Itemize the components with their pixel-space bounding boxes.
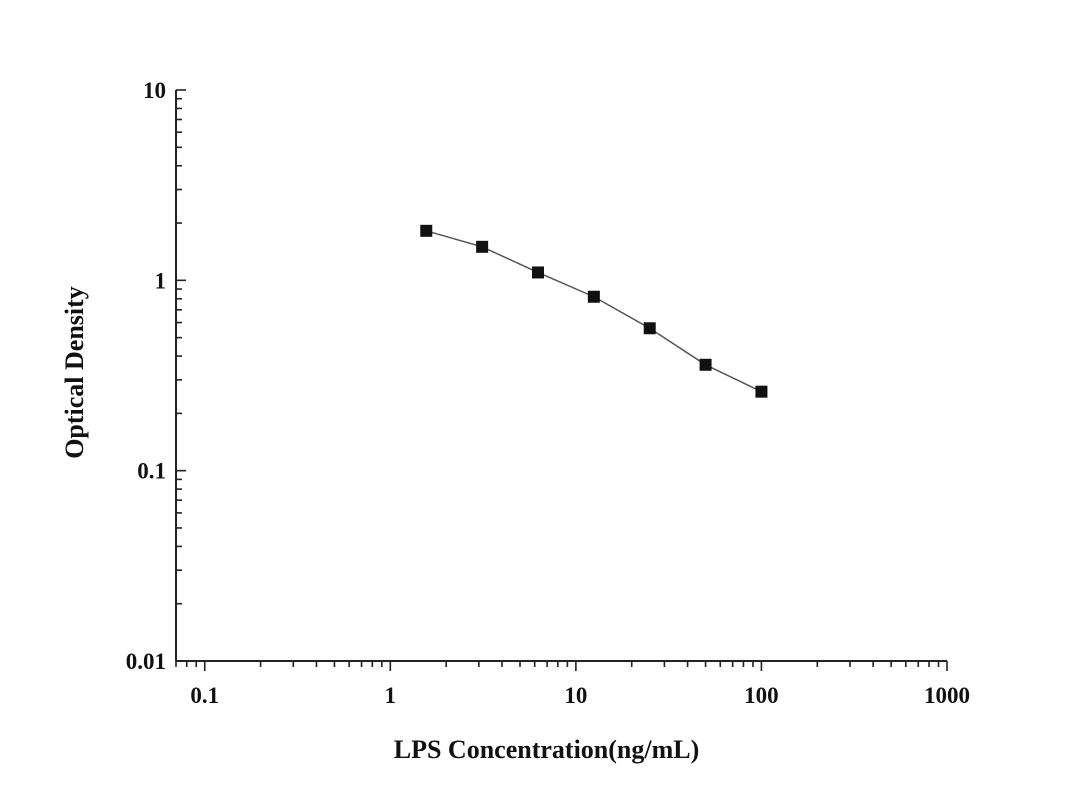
x-ticks [175,661,948,671]
y-tick-label: 0.1 [137,459,166,484]
y-tick-labels: 0.01 0.1 1 10 [126,78,166,674]
y-ticks [176,89,186,662]
data-point [755,385,768,398]
y-axis-title: Optical Density [60,286,89,459]
x-tick-label: 1000 [924,683,970,708]
y-tick-label: 1 [155,268,167,293]
x-tick-label: 1 [385,683,397,708]
y-tick-label: 10 [143,78,166,103]
y-tick-label: 0.01 [126,649,166,674]
data-point [643,322,656,335]
x-axis-title: LPS Concentration(ng/mL) [394,735,700,764]
data-points [420,224,768,398]
x-tick-label: 0.1 [190,683,219,708]
x-tick-label: 10 [564,683,587,708]
data-point [699,358,712,371]
data-point [531,266,544,279]
x-tick-label: 100 [744,683,779,708]
data-point [587,290,600,303]
data-point [420,224,433,237]
data-point [476,240,489,253]
axes [175,90,947,662]
x-tick-labels: 0.1 1 10 100 1000 [190,683,970,708]
